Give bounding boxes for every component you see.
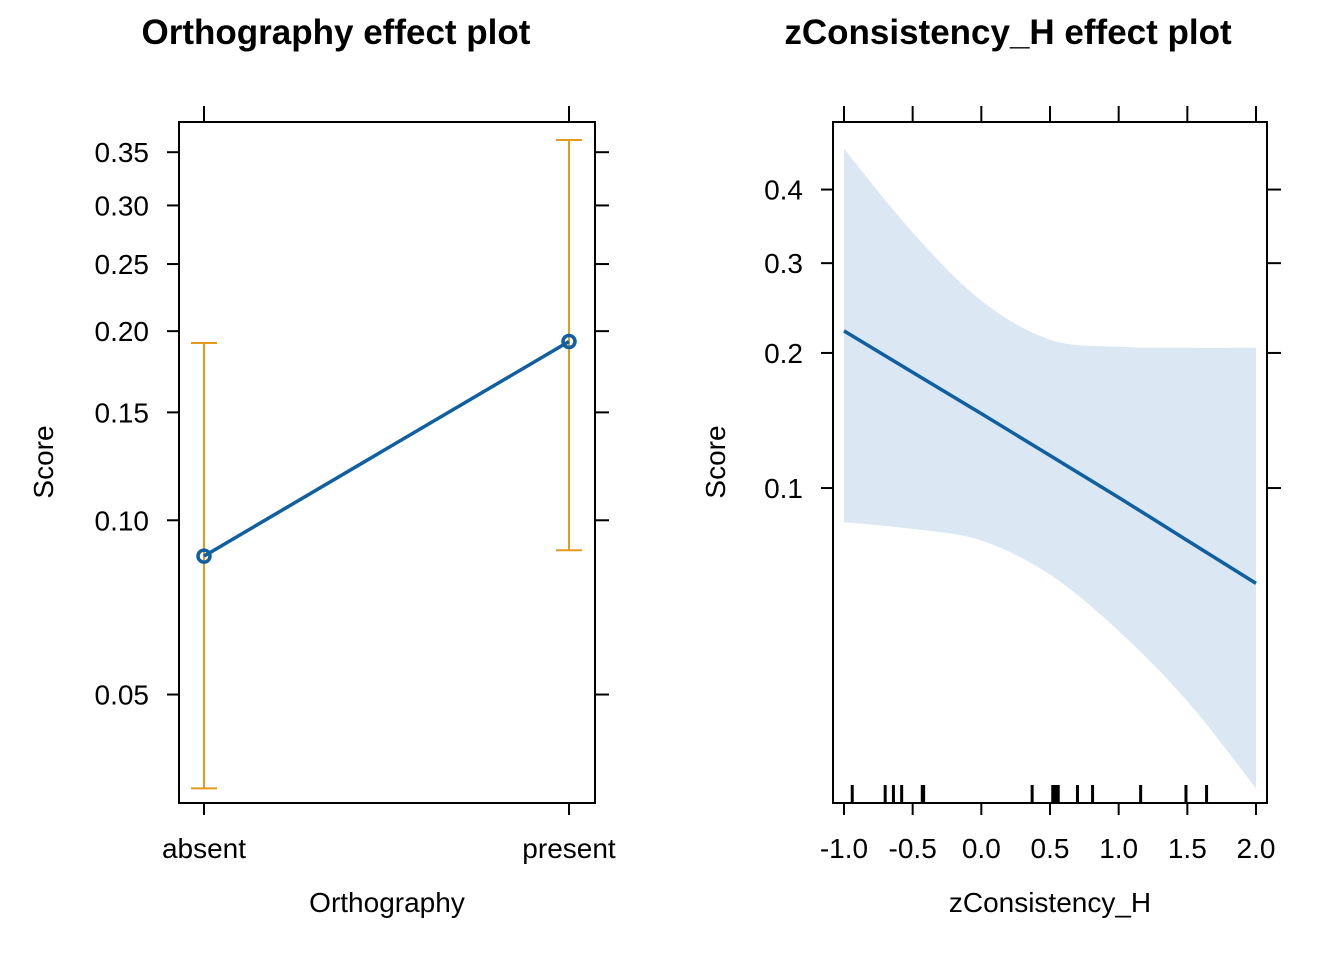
zconsistency-y-axis-label: Score	[700, 425, 731, 498]
orthography-y-tick-label: 0.25	[95, 249, 150, 280]
orthography-point	[196, 548, 212, 564]
zconsistency-y-tick-label: 0.4	[764, 175, 803, 206]
zconsistency-x-tick-label: 1.5	[1168, 833, 1207, 864]
orthography-y-tick-label: 0.20	[95, 316, 150, 347]
zconsistency-x-tick-label: 2.0	[1237, 833, 1276, 864]
orthography-x-tick-label: present	[522, 833, 616, 864]
zconsistency-x-tick-label: 0.0	[962, 833, 1001, 864]
orthography-plot-frame	[178, 121, 596, 804]
zconsistency-x-tick-label: 1.0	[1099, 833, 1138, 864]
orthography-plot-title: Orthography effect plot	[142, 13, 531, 52]
orthography-effect-line	[203, 339, 570, 558]
zconsistency-panel: zConsistency_H effect plot zConsistency_…	[700, 13, 1281, 918]
orthography-point	[561, 333, 577, 350]
zconsistency-y-tick-label: 0.1	[764, 473, 803, 504]
orthography-y-tick-label: 0.15	[95, 397, 150, 428]
orthography-marks: 0.05 0.10 0.15 0.20 0.25 0.30 0.35 absent presen…	[95, 106, 616, 864]
zconsistency-plot-title: zConsistency_H effect plot	[784, 13, 1232, 52]
zconsistency-effect-line	[843, 329, 1257, 585]
zconsistency-y-tick-label: 0.3	[764, 248, 803, 279]
zconsistency-x-axis-label: zConsistency_H	[949, 887, 1151, 918]
zconsistency-plot-frame	[832, 121, 1268, 804]
orthography-y-axis-label: Score	[28, 425, 59, 498]
zconsistency-confidence-band	[844, 148, 1256, 789]
orthography-panel: Orthography effect plot Orthography Scor…	[28, 13, 616, 918]
orthography-y-tick-label: 0.30	[95, 190, 150, 221]
orthography-y-tick-label: 0.35	[95, 137, 150, 168]
orthography-x-axis-label: Orthography	[309, 887, 465, 918]
zconsistency-x-tick-label: -0.5	[889, 833, 937, 864]
zconsistency-marks: -1.0 -0.5 0.0 0.5 1.0 1.5 2.0 0.1 0.2 0.3 0.4	[764, 106, 1281, 864]
zconsistency-y-tick-label: 0.2	[764, 338, 803, 369]
zconsistency-x-tick-label: -1.0	[820, 833, 868, 864]
zconsistency-x-tick-label: 0.5	[1031, 833, 1070, 864]
orthography-y-tick-label: 0.05	[95, 680, 150, 711]
orthography-y-tick-label: 0.10	[95, 505, 150, 536]
orthography-x-tick-label: absent	[162, 833, 246, 864]
